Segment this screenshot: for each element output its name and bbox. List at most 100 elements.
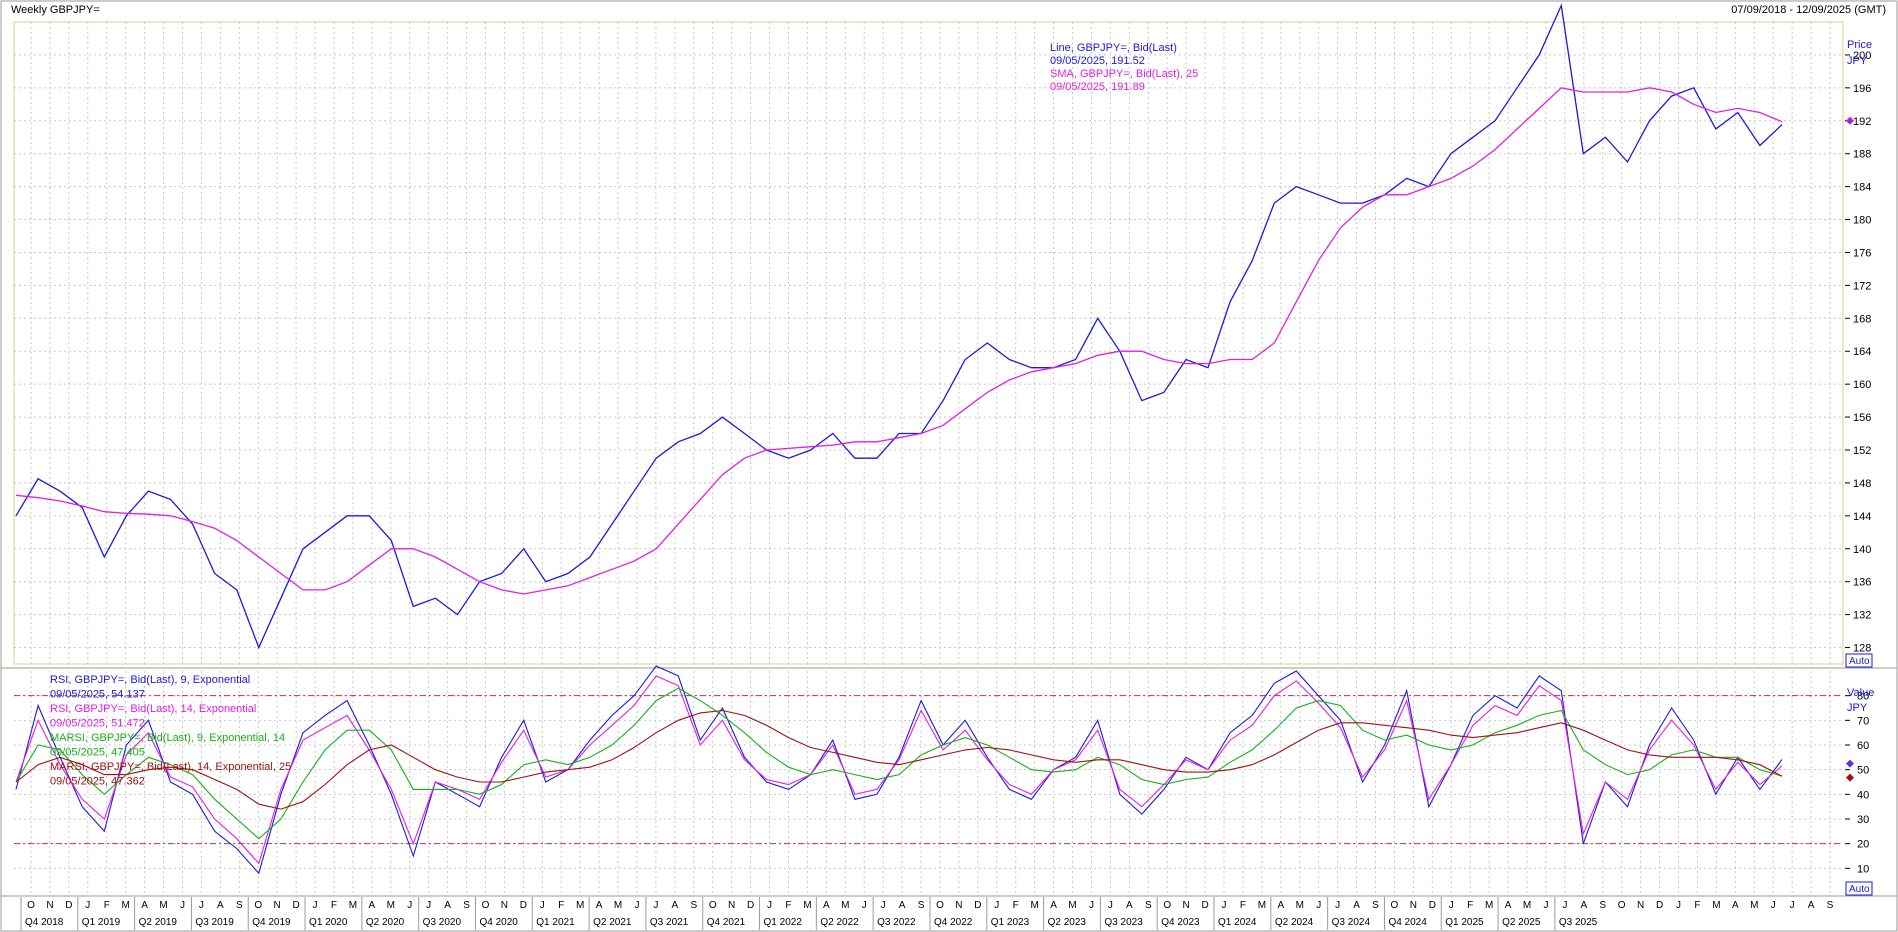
month-tick-label: J (407, 900, 412, 911)
date-range: 07/09/2018 - 12/09/2025 (GMT) (1731, 4, 1886, 16)
indicator-auto-button-label: Auto (1849, 884, 1870, 895)
month-tick-label: A (141, 900, 148, 911)
month-tick-label: M (122, 900, 130, 911)
rsi9-series (15, 665, 1783, 875)
month-tick-label: M (1750, 900, 1758, 911)
month-tick-label: D (747, 900, 754, 911)
month-tick-label: J (540, 900, 545, 911)
quarter-tick-label: Q1 2024 (1218, 917, 1257, 928)
quarter-tick-label: Q2 2024 (1275, 917, 1314, 928)
month-tick-label: D (520, 900, 527, 911)
month-tick-label: D (292, 900, 299, 911)
quarter-tick-label: Q4 2024 (1388, 917, 1427, 928)
month-tick-label: J (199, 900, 204, 911)
price-tick-label: 168 (1853, 313, 1871, 325)
month-tick-label: N (46, 900, 53, 911)
quarter-tick-label: Q3 2019 (195, 917, 234, 928)
price-tick-label: 176 (1853, 247, 1871, 259)
month-tick-label: J (180, 900, 185, 911)
price-tick-label: 184 (1853, 182, 1871, 194)
month-tick-label: O (709, 900, 717, 911)
month-tick-label: O (254, 900, 262, 911)
month-tick-label: M (1523, 900, 1531, 911)
month-tick-label: M (614, 900, 622, 911)
indicator-auto-button-box (1845, 881, 1873, 896)
month-tick-label: F (1467, 900, 1473, 911)
month-tick-label: O (1163, 900, 1171, 911)
month-tick-label: A (899, 900, 906, 911)
month-tick-label: D (1201, 900, 1208, 911)
quarter-tick-label: Q4 2021 (707, 917, 746, 928)
price-tick-label: 152 (1853, 445, 1871, 457)
quarter-tick-label: Q1 2019 (82, 917, 121, 928)
month-tick-label: A (1505, 900, 1512, 911)
quarter-tick-label: Q2 2022 (820, 917, 859, 928)
price-legend-item: Line, GBPJPY=, Bid(Last) (1050, 42, 1177, 54)
month-tick-label: A (1277, 900, 1284, 911)
month-tick-label: A (217, 900, 224, 911)
month-tick-label: S (1827, 900, 1834, 911)
quarter-tick-label: Q1 2022 (764, 917, 803, 928)
marsi-last-marker (1846, 773, 1854, 782)
quarter-tick-label: Q3 2023 (1104, 917, 1143, 928)
indicator-legend-item: 09/05/2025, 47.405 (50, 747, 145, 759)
indicator-legend-item: 09/05/2025, 47.362 (50, 776, 145, 788)
month-tick-label: D (974, 900, 981, 911)
month-tick-label: J (881, 900, 886, 911)
quarter-tick-label: Q4 2023 (1161, 917, 1200, 928)
month-tick-label: N (1637, 900, 1644, 911)
month-tick-label: S (1599, 900, 1606, 911)
month-tick-label: M (1296, 900, 1304, 911)
month-tick-label: M (1030, 900, 1038, 911)
month-tick-label: J (1449, 900, 1454, 911)
indicator-legend-item: RSI, GBPJPY=, Bid(Last), 14, Exponential (50, 703, 256, 715)
month-tick-label: F (331, 900, 337, 911)
month-tick-label: M (349, 900, 357, 911)
month-tick-label: J (653, 900, 658, 911)
month-tick-label: S (918, 900, 925, 911)
quarter-tick-label: Q3 2025 (1559, 917, 1598, 928)
month-tick-label: J (1089, 900, 1094, 911)
month-tick-label: F (785, 900, 791, 911)
price-tick-label: 188 (1853, 149, 1871, 161)
price-legend-item: 09/05/2025, 191.89 (1050, 81, 1145, 93)
month-tick-label: O (482, 900, 490, 911)
month-tick-label: D (65, 900, 72, 911)
quarter-tick-label: Q1 2021 (536, 917, 575, 928)
month-tick-label: S (690, 900, 697, 911)
rsi14-series (15, 675, 1783, 865)
price-tick-label: 200 (1853, 50, 1871, 62)
indicator-legend-item: MARSI, GBPJPY=, Bid(Last), 14, Exponenti… (50, 761, 291, 773)
price-tick-label: 148 (1853, 478, 1871, 490)
indicator-auto-button[interactable]: Auto (1845, 881, 1873, 896)
month-tick-label: J (426, 900, 431, 911)
price-auto-button[interactable]: Auto (1845, 653, 1873, 668)
indicator-legend-item: MARSI, GBPJPY=, Bid(Last), 9, Exponentia… (50, 732, 285, 744)
month-tick-label: A (444, 900, 451, 911)
quarter-tick-label: Q3 2020 (423, 917, 462, 928)
indicator-axis-label: Value (1847, 687, 1874, 699)
month-tick-label: A (596, 900, 603, 911)
price-tick-label: 160 (1853, 379, 1871, 391)
month-tick-label: A (672, 900, 679, 911)
month-tick-label: N (274, 900, 281, 911)
indicator-legend-item: 09/05/2025, 51.472 (50, 718, 145, 730)
month-tick-label: M (841, 900, 849, 911)
month-tick-label: J (1316, 900, 1321, 911)
month-tick-label: N (955, 900, 962, 911)
month-tick-label: S (1372, 900, 1379, 911)
month-tick-label: M (159, 900, 167, 911)
month-tick-label: J (1222, 900, 1227, 911)
price-tick-label: 136 (1853, 577, 1871, 589)
indicator-tick-label: 20 (1857, 839, 1869, 851)
month-tick-label: A (823, 900, 830, 911)
month-tick-label: A (1732, 900, 1739, 911)
quarter-tick-label: Q4 2018 (25, 917, 64, 928)
price-tick-label: 156 (1853, 412, 1871, 424)
price-legend-item: SMA, GBPJPY=, Bid(Last), 25 (1050, 68, 1198, 80)
month-tick-label: M (1068, 900, 1076, 911)
month-tick-label: D (1656, 900, 1663, 911)
